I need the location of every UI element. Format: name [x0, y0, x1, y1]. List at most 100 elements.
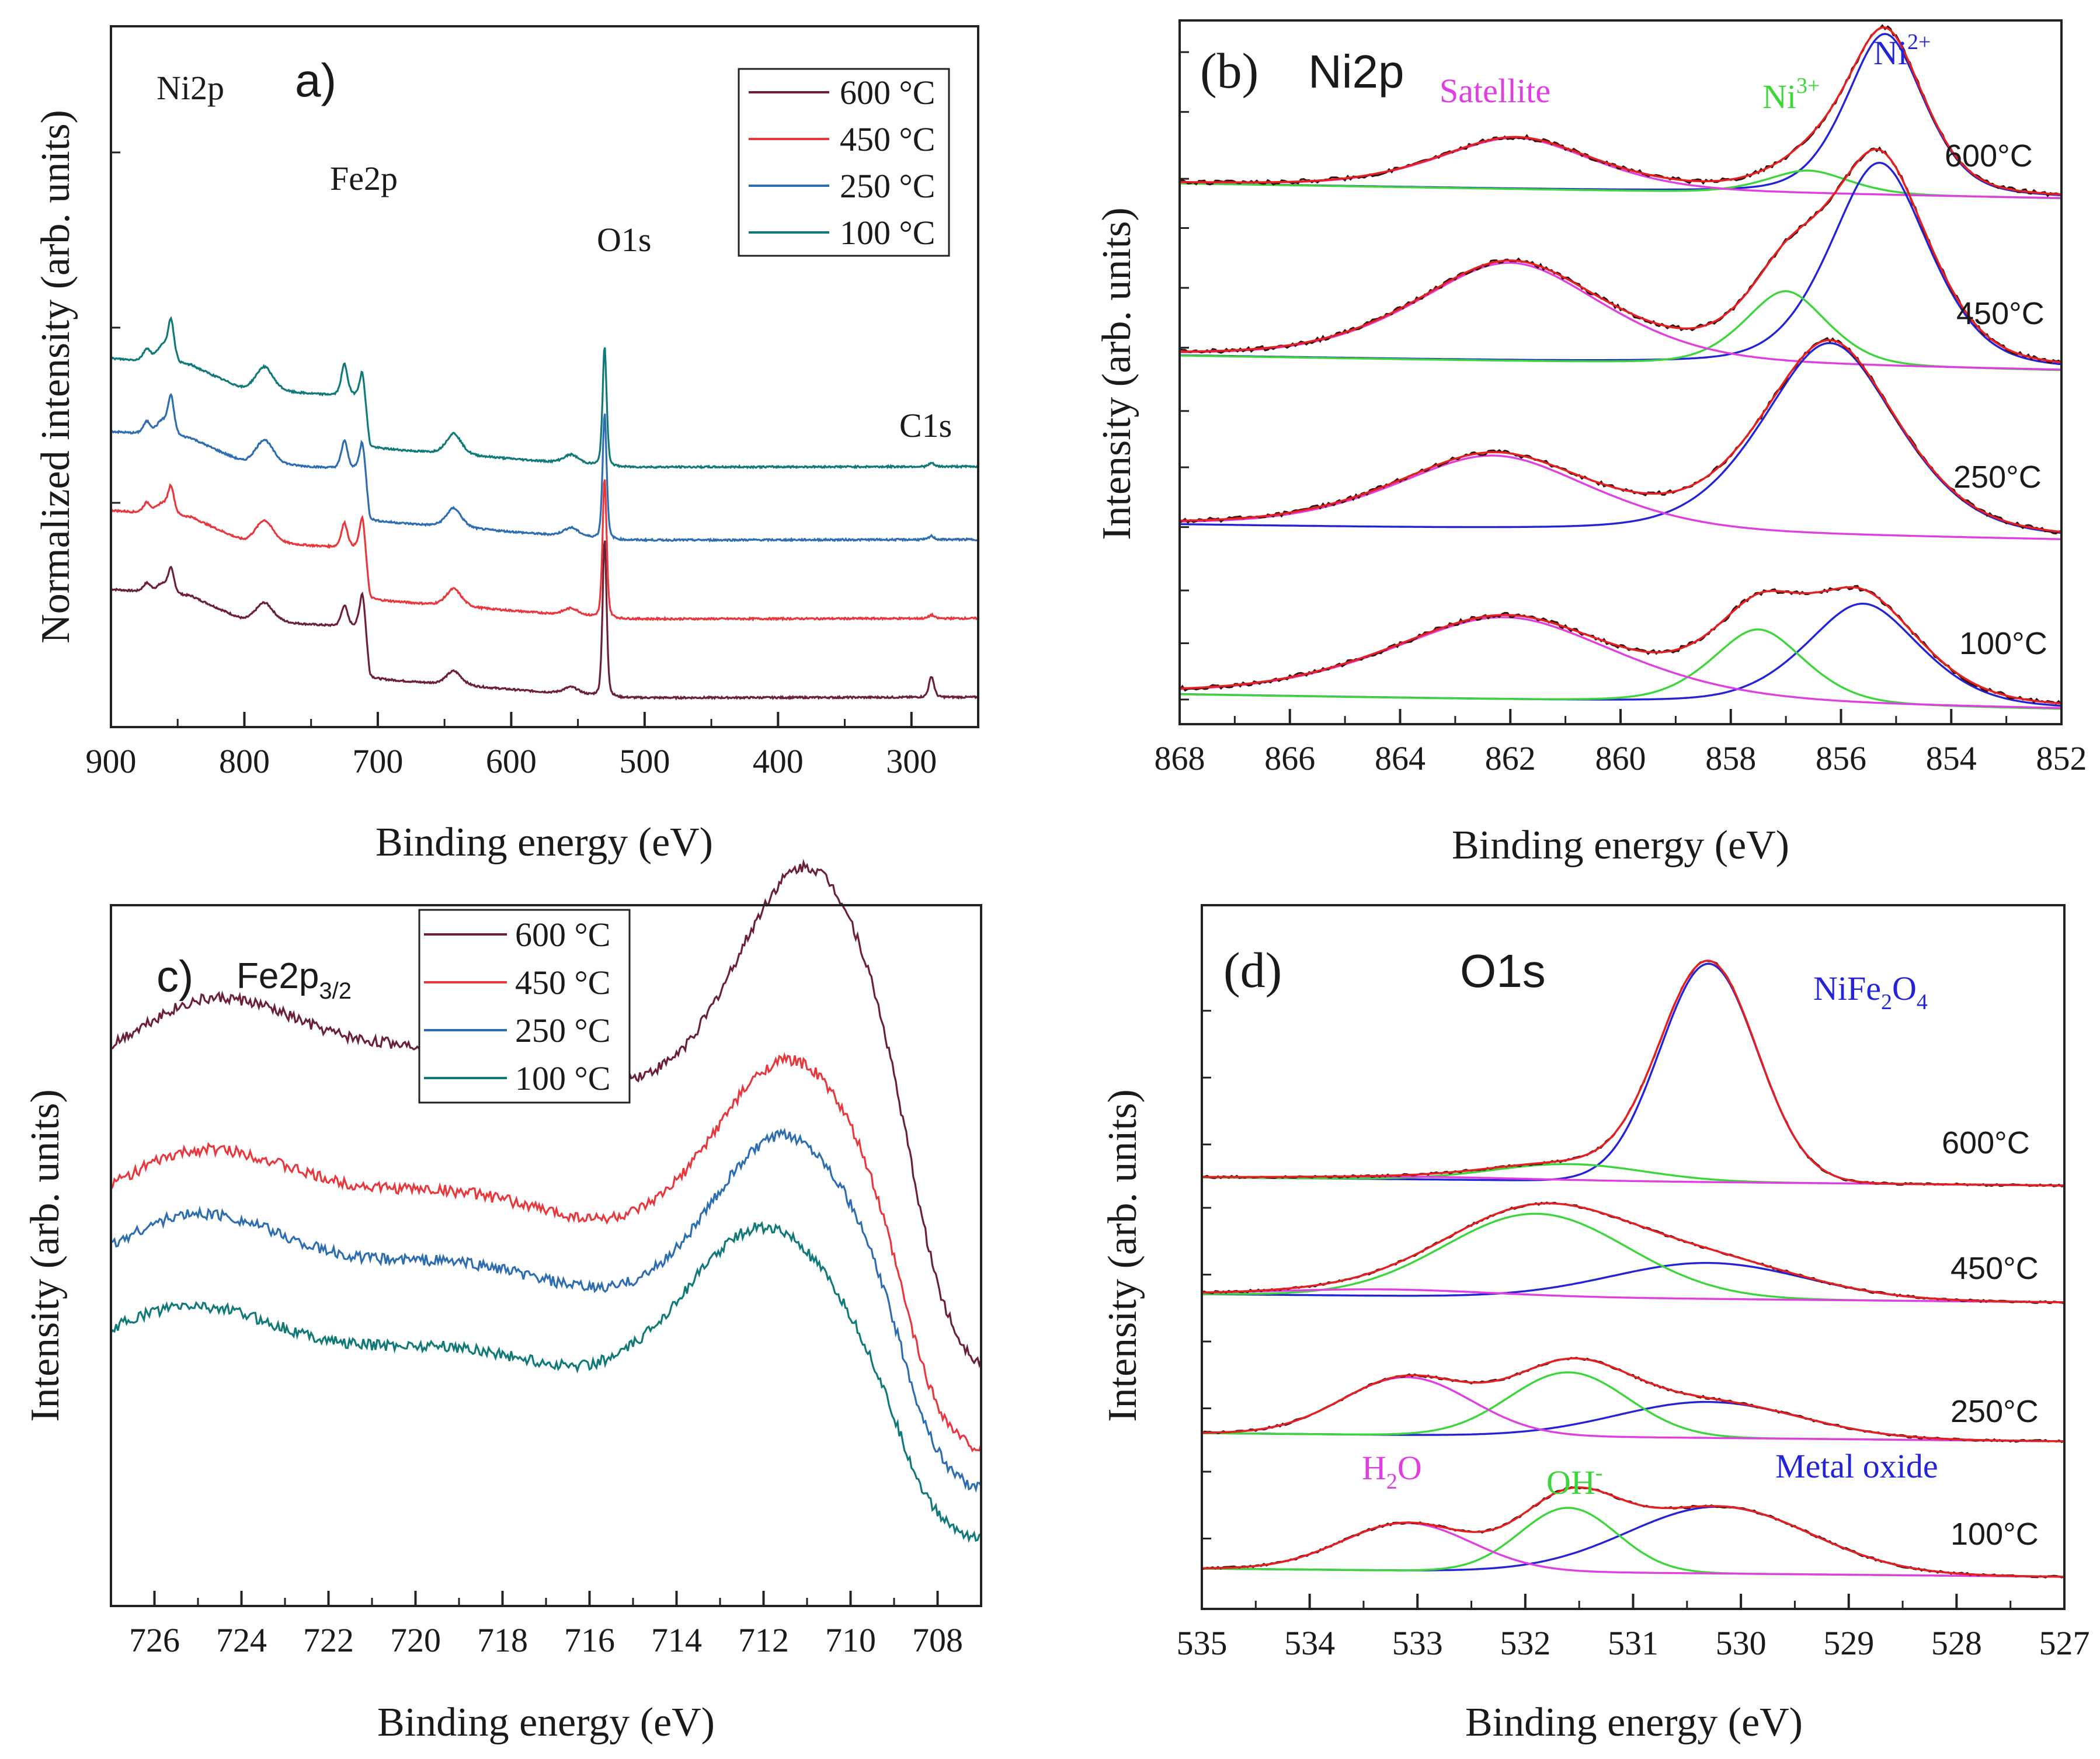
panel-c-xlabel: Binding energy (eV) — [377, 1700, 715, 1745]
panel-c-legend: 600 °C 450 °C 250 °C 100 °C — [418, 909, 631, 1104]
panel-b-annotation-ni3-base: Ni — [1762, 78, 1796, 116]
panel-b-ni2p: 868 866 864 862 860 858 856 854 852 (b) Ni2p Sat… — [1094, 19, 2087, 868]
panel-d-title: O1s — [1460, 945, 1546, 997]
panel-c-title-base: Fe2p — [237, 956, 319, 996]
panel-d-annotation-oh-sup: - — [1595, 1461, 1603, 1485]
panel-d-ticks: 535 534 533 532 531 530 529 528 527 — [1177, 1010, 2090, 1662]
panel-d-annotation-h2o-a: H — [1362, 1449, 1386, 1487]
panel-d-annotation-h2o-sub: 2 — [1386, 1469, 1397, 1494]
panel-a-ylabel: Normalized intensity (arb. units) — [33, 110, 78, 644]
panel-a-curves — [110, 316, 979, 701]
panel-a-xtick-label: 400 — [753, 742, 804, 780]
panel-a-annotation-c1s: C1s — [899, 406, 952, 444]
panel-b-fit-line — [1179, 339, 2062, 533]
panel-c-series-line — [110, 1052, 982, 1452]
panel-b-temp-250: 250°C — [1953, 460, 2042, 495]
panel-d-annotation-nife2o4-a: NiFe — [1813, 969, 1881, 1007]
panel-b-label: (b) — [1200, 43, 1258, 99]
panel-d-xtick-label: 534 — [1284, 1624, 1335, 1662]
panel-a-series-line — [110, 479, 979, 622]
panel-b-xtick-label: 856 — [1816, 739, 1866, 777]
panel-a-survey-spectrum: 900 800 700 600 500 400 300 a) Ni2p Fe2p O1s C… — [33, 25, 979, 865]
panel-a-xtick-label: 700 — [352, 742, 403, 780]
panel-d-xtick-label: 531 — [1608, 1624, 1659, 1662]
panel-d-curves — [1201, 960, 2065, 1579]
panel-a-xtick-label: 800 — [219, 742, 270, 780]
panel-c-xtick-label: 722 — [303, 1621, 354, 1659]
panel-a-xtick-label: 600 — [486, 742, 537, 780]
panel-a-xtick-label: 900 — [86, 742, 137, 780]
panel-d-xtick-label: 535 — [1177, 1624, 1228, 1662]
panel-c-legend-text-250: 250 °C — [515, 1011, 610, 1049]
panel-d-xtick-label: 529 — [1823, 1624, 1874, 1662]
panel-b-fit-line — [1179, 26, 2062, 196]
panel-b-xtick-label: 858 — [1705, 739, 1756, 777]
panel-d-component-h2o — [1202, 1288, 2064, 1303]
panel-c-legend-text-100: 100 °C — [515, 1059, 610, 1097]
panel-a-series-line — [110, 392, 979, 543]
panel-b-curves — [1178, 24, 2063, 710]
panel-d-annotation-nife2o4-sub1: 2 — [1881, 990, 1892, 1014]
panel-c-xtick-label: 710 — [825, 1621, 876, 1659]
panel-d-annotation-h2o: H2O — [1362, 1449, 1422, 1494]
panel-a-xtick-label: 500 — [619, 742, 670, 780]
panel-b-xtick-label: 868 — [1155, 739, 1205, 777]
panel-d-annotation-h2o-b: O — [1397, 1449, 1422, 1487]
panel-b-annotation-ni3: Ni3+ — [1762, 74, 1820, 116]
panel-c-title-sub: 3/2 — [319, 978, 352, 1004]
panel-d-o1s: 535 534 533 532 531 530 529 528 527 (d) O1s NiFe… — [1100, 904, 2090, 1745]
panel-c-fe2p: 726 724 722 720 718 716 714 712 710 708 c) Fe2p3/… — [23, 858, 982, 1745]
panel-c-xtick-label: 712 — [738, 1621, 789, 1659]
panel-d-xtick-label: 532 — [1500, 1624, 1550, 1662]
panel-a-annotation-fe2p: Fe2p — [330, 159, 398, 197]
panel-a-annotation-ni2p: Ni2p — [157, 69, 224, 107]
panel-d-annotation-nife2o4: NiFe2O4 — [1813, 969, 1928, 1014]
panel-a-annotation-o1s: O1s — [597, 221, 651, 259]
panel-b-temp-600: 600°C — [1945, 138, 2033, 173]
panel-b-component-ni2 — [1179, 342, 2062, 534]
panel-b-title: Ni2p — [1308, 46, 1404, 98]
panel-b-xtick-label: 854 — [1926, 739, 1977, 777]
panel-d-annotation-oh: OH- — [1546, 1461, 1602, 1501]
panel-d-annotation-nife2o4-sub2: 4 — [1917, 990, 1928, 1014]
panel-c-title: Fe2p3/2 — [237, 956, 352, 1004]
panel-c-label: c) — [157, 952, 193, 1002]
panel-b-xtick-label: 864 — [1375, 739, 1426, 777]
panel-c-ylabel: Intensity (arb. units) — [23, 1089, 68, 1422]
panel-b-ylabel: Intensity (arb. units) — [1094, 207, 1139, 540]
panel-d-fit-line — [1202, 1202, 2064, 1303]
panel-c-xtick-label: 718 — [477, 1621, 528, 1659]
panel-d-temp-250: 250°C — [1951, 1394, 2039, 1429]
panel-b-xlabel: Binding energy (eV) — [1452, 823, 1789, 868]
panel-d-xtick-label: 533 — [1392, 1624, 1443, 1662]
panel-c-series-line — [110, 1128, 982, 1493]
panel-a-legend-text-450: 450 °C — [840, 120, 935, 158]
panel-d-temp-600: 600°C — [1942, 1125, 2030, 1160]
panel-a-ticks: 900 800 700 600 500 400 300 — [86, 151, 937, 780]
panel-b-annotation-ni3-sup: 3+ — [1796, 74, 1820, 98]
panel-c-legend-text-450: 450 °C — [515, 964, 610, 1002]
panel-a-series-line — [110, 540, 978, 701]
panel-d-ylabel: Intensity (arb. units) — [1100, 1089, 1145, 1422]
panel-b-ticks: 868 866 864 862 860 858 856 854 852 — [1155, 51, 2087, 777]
panel-c-xtick-label: 708 — [912, 1621, 963, 1659]
panel-b-fit-line — [1179, 586, 2062, 705]
panel-c-ticks: 726 724 722 720 718 716 714 712 710 708 — [129, 1591, 963, 1659]
panel-b-xtick-label: 862 — [1485, 739, 1536, 777]
panel-c-xtick-label: 714 — [651, 1621, 702, 1659]
panel-a-series-line — [110, 316, 979, 470]
panel-a-xtick-label: 300 — [886, 742, 937, 780]
panel-c-xtick-label: 716 — [564, 1621, 615, 1659]
panel-c-legend-text-600: 600 °C — [515, 916, 610, 954]
panel-a-legend: 600 °C 450 °C 250 °C 100 °C — [738, 68, 950, 257]
panel-a-label: a) — [295, 54, 336, 106]
panel-c-xtick-label: 724 — [216, 1621, 267, 1659]
panel-d-xtick-label: 530 — [1716, 1624, 1767, 1662]
panel-d-annotation-nife2o4-b: O — [1892, 969, 1917, 1007]
panel-d-fit-line — [1202, 960, 2064, 1187]
panel-a-frame — [110, 25, 979, 728]
panel-b-xtick-label: 866 — [1264, 739, 1315, 777]
panel-d-temp-450: 450°C — [1951, 1251, 2039, 1286]
panel-b-annotation-ni2: Ni2+ — [1873, 30, 1931, 72]
panel-d-temp-100: 100°C — [1951, 1517, 2039, 1552]
